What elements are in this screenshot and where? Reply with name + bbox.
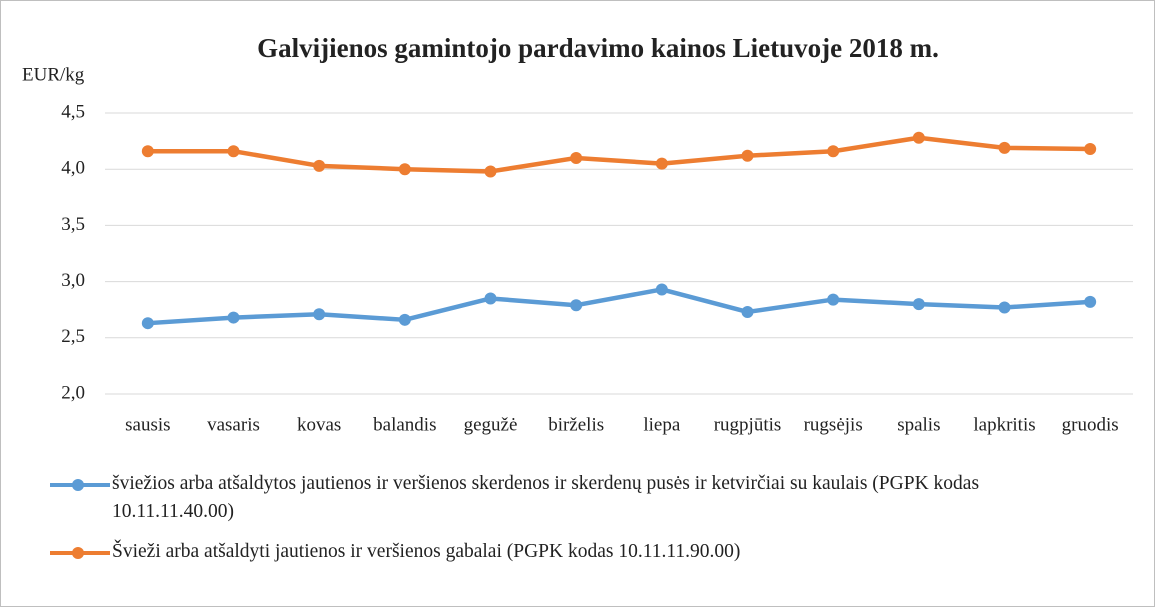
x-tick-label: birželis: [548, 414, 604, 435]
point: [1084, 295, 1097, 308]
legend-item: šviežios arba atšaldytos jautienos ir ve…: [50, 470, 1050, 526]
point: [570, 299, 583, 312]
point: [570, 151, 583, 164]
x-tick-label: vasaris: [207, 414, 260, 435]
point: [398, 313, 411, 326]
point: [227, 311, 240, 324]
x-tick-label: spalis: [897, 414, 940, 435]
x-tick-label: rugpjūtis: [714, 414, 782, 435]
point: [398, 163, 411, 176]
x-tick-label: gruodis: [1062, 414, 1119, 435]
legend: šviežios arba atšaldytos jautienos ir ve…: [50, 470, 1050, 578]
x-tick-label: gegužė: [464, 414, 518, 435]
point: [912, 298, 925, 311]
x-tick-label: rugsėjis: [804, 414, 863, 435]
series-line: [147, 287, 1091, 326]
x-tick-label: lapkritis: [973, 414, 1035, 435]
point: [313, 308, 326, 321]
legend-label: Švieži arba atšaldyti jautienos ir verši…: [112, 541, 741, 562]
point: [484, 292, 497, 305]
point: [912, 131, 925, 144]
point: [141, 317, 154, 330]
point: [827, 293, 840, 306]
point: [827, 145, 840, 158]
point: [1084, 142, 1097, 155]
legend-key: [50, 547, 110, 559]
y-tick-label: 3,5: [61, 214, 85, 235]
legend-key: [50, 479, 110, 491]
x-tick-label: balandis: [373, 414, 436, 435]
y-tick-label: 3,0: [61, 270, 85, 291]
point: [741, 149, 754, 162]
point: [741, 305, 754, 318]
series-line: [147, 135, 1091, 174]
x-tick-label: sausis: [125, 414, 170, 435]
y-axis-label: EUR/kg: [22, 64, 85, 85]
x-tick-label: kovas: [297, 414, 341, 435]
legend-marker: [72, 479, 84, 491]
x-tick-label: liepa: [643, 414, 680, 435]
y-tick-label: 4,0: [61, 158, 85, 179]
point: [655, 283, 668, 296]
y-tick-label: 2,0: [61, 382, 85, 403]
point: [655, 157, 668, 170]
point: [998, 301, 1011, 314]
legend-marker: [72, 547, 84, 559]
chart-title: Galvijienos gamintojo pardavimo kainos L…: [257, 33, 939, 63]
point: [227, 145, 240, 158]
point: [484, 165, 497, 178]
y-tick-label: 4,5: [61, 101, 85, 122]
y-tick-label: 2,5: [61, 326, 85, 347]
point: [141, 145, 154, 158]
legend-item: Švieži arba atšaldyti jautienos ir verši…: [50, 538, 1050, 566]
point: [313, 159, 326, 172]
legend-label: šviežios arba atšaldytos jautienos ir ve…: [112, 473, 980, 522]
point: [998, 141, 1011, 154]
